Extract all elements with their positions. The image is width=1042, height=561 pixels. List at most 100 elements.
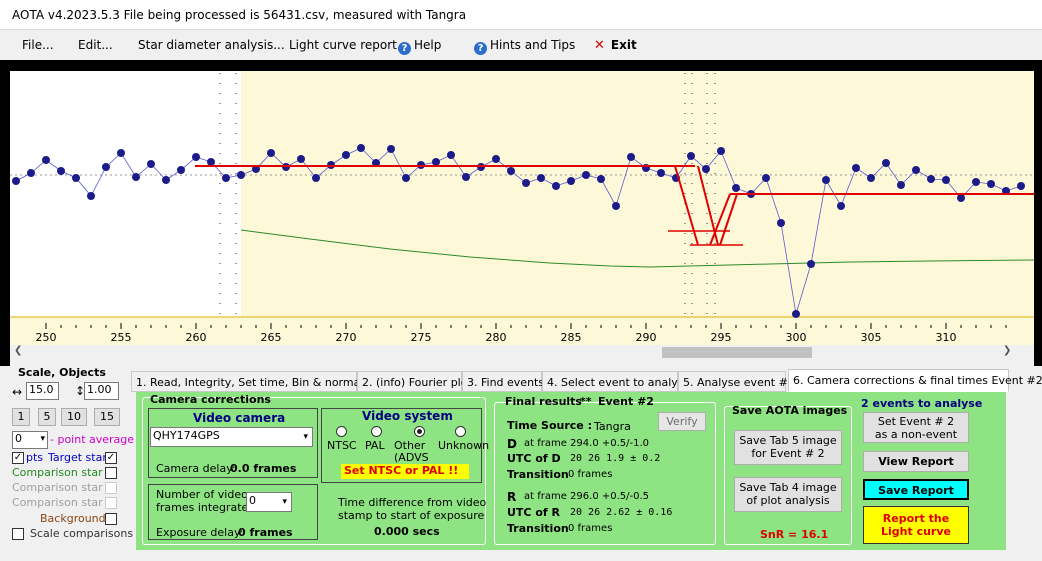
save-images-group xyxy=(724,406,852,545)
data-point xyxy=(762,174,770,182)
tab-find-events[interactable]: 3. Find events xyxy=(462,371,544,392)
menu-light-curve-report[interactable]: Light curve report xyxy=(289,38,397,52)
scale-objects-title: Scale, Objects xyxy=(18,366,106,379)
data-point xyxy=(42,156,50,164)
r-frame: at frame 296.0 +0.5/-0.5 xyxy=(524,491,650,502)
background-checkbox[interactable] xyxy=(105,513,117,525)
x-tick-label: 250 xyxy=(36,331,57,344)
horizontal-scale-input[interactable]: 15.0 xyxy=(26,382,59,400)
vertical-scale-value: 1.00 xyxy=(87,383,112,396)
video-system-title: Video system xyxy=(362,409,453,423)
pal-radio[interactable] xyxy=(371,426,382,437)
data-point xyxy=(882,159,890,167)
save-tab4-image-button[interactable]: Save Tab 4 image of plot analysis xyxy=(734,477,842,512)
target-star-checkbox[interactable]: ✓ xyxy=(105,452,117,464)
pts-checkbox[interactable]: ✓ xyxy=(12,452,24,464)
window-title: AOTA v4.2023.5.3 File being processed is… xyxy=(12,8,467,22)
transition-d-value: 0 frames xyxy=(568,469,613,480)
data-point xyxy=(387,145,395,153)
scroll-left-icon[interactable]: ❮ xyxy=(14,345,23,356)
light-curve-plot[interactable]: 250 255 260 265 270 275 280 285 290 295 300 305 310 xyxy=(10,71,1034,345)
video-system-box xyxy=(321,408,482,483)
menu-hints[interactable]: ? Hints and Tips xyxy=(474,38,575,55)
d-frame: at frame 294.0 +0.5/-1.0 xyxy=(524,438,650,449)
comparison-3-label: Comparison star 3 xyxy=(12,496,114,509)
utc-d-label: UTC of D xyxy=(507,452,561,465)
x-tick-label: 290 xyxy=(636,331,657,344)
camera-model-select[interactable]: QHY174GPS ▾ xyxy=(150,427,313,447)
point-average-select[interactable]: 0 ▾ xyxy=(12,431,48,449)
tab-select-event[interactable]: 4. Select event to analyse xyxy=(542,371,690,392)
x-tick-label: 260 xyxy=(186,331,207,344)
frames-integrated-label: frames integrated xyxy=(156,501,256,514)
scrollbar-thumb[interactable] xyxy=(662,347,812,358)
data-point xyxy=(237,171,245,179)
camera-model-value: QHY174GPS xyxy=(153,429,220,442)
save-tab5-image-button[interactable]: Save Tab 5 image for Event # 2 xyxy=(734,430,842,465)
x-tick-label: 300 xyxy=(786,331,807,344)
scale-comparisons-label: Scale comparisons xyxy=(30,527,134,540)
horizontal-scrollbar[interactable] xyxy=(10,345,1034,360)
menu-help[interactable]: ? Help xyxy=(398,38,441,55)
x-tick-label: 265 xyxy=(261,331,282,344)
scroll-right-icon[interactable]: ❯ xyxy=(1003,345,1012,356)
data-point xyxy=(102,163,110,171)
model-curve xyxy=(195,165,1034,246)
set-non-event-button[interactable]: Set Event # 2 as a non-event xyxy=(863,412,969,443)
save-report-button[interactable]: Save Report xyxy=(863,479,969,500)
tab-read-integrity[interactable]: 1. Read, Integrity, Set time, Bin & norm… xyxy=(131,371,379,392)
data-point xyxy=(807,260,815,268)
tab-fourier-plot[interactable]: 2. (info) Fourier plot xyxy=(357,371,472,392)
unknown-radio[interactable] xyxy=(455,426,466,437)
data-point xyxy=(507,167,515,175)
menu-star-diameter[interactable]: Star diameter analysis... xyxy=(138,38,285,52)
tab-camera-corrections[interactable]: 6. Camera corrections & final times Even… xyxy=(788,369,1042,392)
comparison-1-label: Comparison star 1 xyxy=(12,466,114,479)
model-r-transition xyxy=(719,193,738,246)
verify-button[interactable]: Verify xyxy=(658,412,706,431)
view-report-button[interactable]: View Report xyxy=(863,451,969,472)
comparison-1-checkbox[interactable] xyxy=(105,467,117,479)
time-difference-value: 0.000 secs xyxy=(374,525,440,538)
background-label: Background xyxy=(40,512,106,525)
data-point xyxy=(777,219,785,227)
frames-integrated-value: 0 xyxy=(249,494,256,507)
zoom-button-15[interactable]: 15 xyxy=(94,408,120,426)
data-point xyxy=(177,166,185,174)
tab-strip: 1. Read, Integrity, Set time, Bin & norm… xyxy=(131,369,1042,392)
final-results-title: Final results xyxy=(505,395,582,408)
transition-r-label: Transition xyxy=(507,522,569,535)
menu-exit-label: Exit xyxy=(610,38,637,52)
zoom-button-1[interactable]: 1 xyxy=(12,408,30,426)
comparison-2-checkbox[interactable] xyxy=(105,482,117,494)
data-point xyxy=(522,179,530,187)
menu-edit[interactable]: Edit... xyxy=(78,38,113,52)
zoom-button-10[interactable]: 10 xyxy=(61,408,87,426)
data-point xyxy=(132,173,140,181)
menu-file[interactable]: File... xyxy=(22,38,54,52)
other-radio[interactable] xyxy=(414,426,425,437)
data-point xyxy=(957,194,965,202)
save-images-title: Save AOTA images xyxy=(732,404,848,417)
ntsc-radio[interactable] xyxy=(336,426,347,437)
tab-analyse-event[interactable]: 5. Analyse event #2 xyxy=(678,371,795,392)
x-tick-label: 310 xyxy=(936,331,957,344)
scale-comparisons-checkbox[interactable] xyxy=(12,528,24,540)
frames-integrated-select[interactable]: 0 ▾ xyxy=(246,492,292,512)
menu-exit[interactable]: ✕ Exit xyxy=(594,38,637,53)
region-markers xyxy=(219,73,716,317)
data-point xyxy=(492,155,500,163)
menu-hints-label: Hints and Tips xyxy=(490,38,576,52)
data-point xyxy=(222,174,230,182)
report-light-curve-button[interactable]: Report the Light curve xyxy=(863,506,969,544)
point-average-value: 0 xyxy=(15,432,22,445)
zoom-button-5[interactable]: 5 xyxy=(38,408,56,426)
data-point xyxy=(822,176,830,184)
final-results-event: Event #2 xyxy=(598,395,654,408)
vertical-scale-input[interactable]: 1.00 xyxy=(84,382,119,400)
r-label: R xyxy=(507,490,517,504)
x-tick-label: 285 xyxy=(561,331,582,344)
data-point xyxy=(297,155,305,163)
data-point xyxy=(702,165,710,173)
comparison-3-checkbox[interactable] xyxy=(105,497,117,509)
